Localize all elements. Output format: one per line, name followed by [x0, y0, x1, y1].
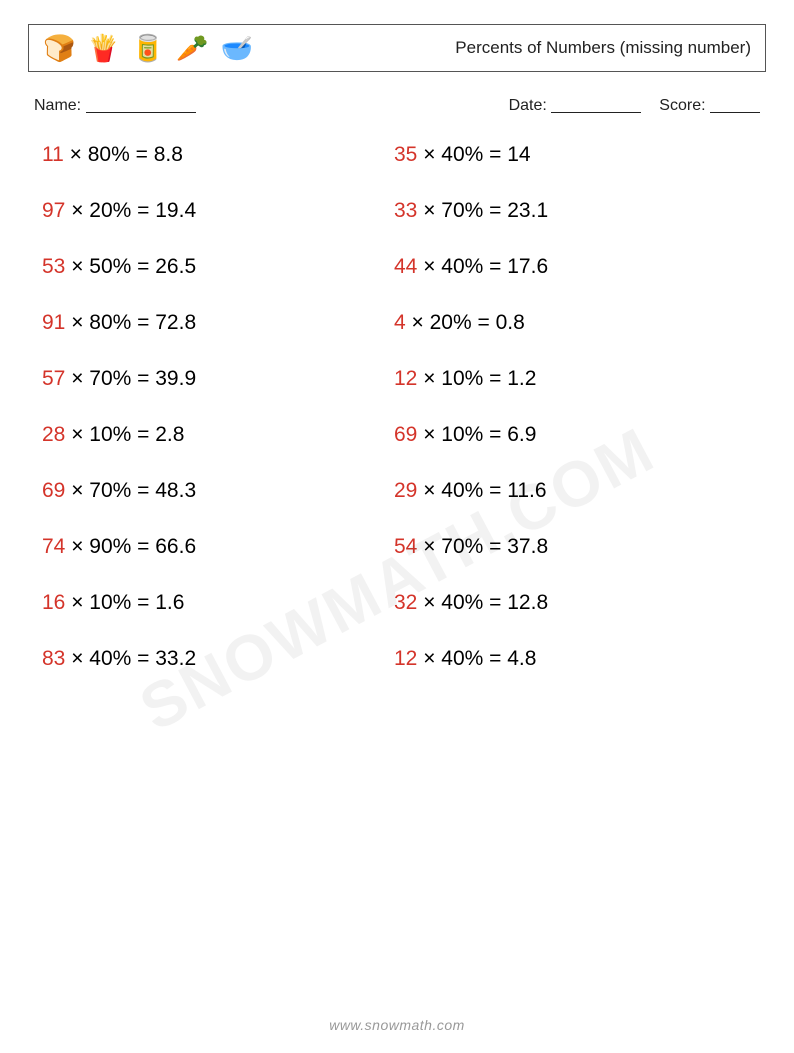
problem-expression: × 40% = 4.8: [417, 647, 536, 670]
answer-value: 57: [42, 367, 65, 390]
problem-row: 74 × 90% = 66.6: [42, 535, 374, 559]
problem-expression: × 80% = 72.8: [65, 311, 196, 334]
problem-row: 32 × 40% = 12.8: [394, 591, 726, 615]
bowl-icon: 🥣: [221, 35, 253, 61]
carrot-icon: 🥕: [176, 35, 208, 61]
problem-expression: × 80% = 8.8: [64, 143, 183, 166]
problem-row: 57 × 70% = 39.9: [42, 367, 374, 391]
problem-expression: × 10% = 6.9: [417, 423, 536, 446]
problem-expression: × 10% = 1.6: [65, 591, 184, 614]
name-field: Name:: [34, 94, 196, 115]
header-box: 🍞 🍟 🥫 🥕 🥣 Percents of Numbers (missing n…: [28, 24, 766, 72]
score-field: Score:: [659, 94, 760, 115]
problem-row: 4 × 20% = 0.8: [394, 311, 726, 335]
problem-row: 83 × 40% = 33.2: [42, 647, 374, 671]
worksheet-page: 🍞 🍟 🥫 🥕 🥣 Percents of Numbers (missing n…: [0, 0, 794, 1053]
problem-expression: × 40% = 12.8: [417, 591, 548, 614]
date-blank[interactable]: [551, 97, 641, 113]
problem-row: 29 × 40% = 11.6: [394, 479, 726, 503]
answer-value: 35: [394, 143, 417, 166]
answer-value: 83: [42, 647, 65, 670]
jar-icon: 🥫: [132, 35, 164, 61]
name-blank[interactable]: [86, 97, 196, 113]
answer-value: 11: [42, 143, 64, 166]
problem-expression: × 70% = 23.1: [417, 199, 548, 222]
problem-expression: × 10% = 2.8: [65, 423, 184, 446]
problem-row: 16 × 10% = 1.6: [42, 591, 374, 615]
answer-value: 91: [42, 311, 65, 334]
answer-value: 44: [394, 255, 417, 278]
answer-value: 54: [394, 535, 417, 558]
fries-icon: 🍟: [87, 35, 119, 61]
answer-value: 74: [42, 535, 65, 558]
problem-row: 12 × 10% = 1.2: [394, 367, 726, 391]
problem-expression: × 20% = 19.4: [65, 199, 196, 222]
answer-value: 16: [42, 591, 65, 614]
answer-value: 53: [42, 255, 65, 278]
score-label: Score:: [659, 97, 705, 114]
problem-expression: × 70% = 39.9: [65, 367, 196, 390]
problem-row: 91 × 80% = 72.8: [42, 311, 374, 335]
date-label: Date:: [509, 97, 547, 114]
answer-value: 33: [394, 199, 417, 222]
problem-expression: × 50% = 26.5: [65, 255, 196, 278]
bread-icon: 🍞: [43, 35, 75, 61]
problem-expression: × 90% = 66.6: [65, 535, 196, 558]
answer-value: 12: [394, 647, 417, 670]
answer-value: 97: [42, 199, 65, 222]
problem-expression: × 40% = 33.2: [65, 647, 196, 670]
worksheet-title: Percents of Numbers (missing number): [455, 38, 751, 58]
problem-row: 97 × 20% = 19.4: [42, 199, 374, 223]
problem-expression: × 70% = 48.3: [65, 479, 196, 502]
problem-row: 44 × 40% = 17.6: [394, 255, 726, 279]
answer-value: 69: [42, 479, 65, 502]
problem-expression: × 70% = 37.8: [417, 535, 548, 558]
footer-link: www.snowmath.com: [0, 1017, 794, 1033]
answer-value: 28: [42, 423, 65, 446]
problem-row: 12 × 40% = 4.8: [394, 647, 726, 671]
problem-row: 69 × 10% = 6.9: [394, 423, 726, 447]
name-label: Name:: [34, 97, 81, 114]
date-field: Date:: [509, 94, 642, 115]
problems-grid: 11 × 80% = 8.8 35 × 40% = 14 97 × 20% = 19…: [28, 143, 766, 671]
problem-row: 35 × 40% = 14: [394, 143, 726, 167]
problem-row: 33 × 70% = 23.1: [394, 199, 726, 223]
problem-row: 53 × 50% = 26.5: [42, 255, 374, 279]
problem-row: 11 × 80% = 8.8: [42, 143, 374, 167]
problem-expression: × 40% = 17.6: [417, 255, 548, 278]
answer-value: 12: [394, 367, 417, 390]
answer-value: 29: [394, 479, 417, 502]
problem-row: 28 × 10% = 2.8: [42, 423, 374, 447]
problem-expression: × 40% = 11.6: [417, 479, 546, 502]
answer-value: 32: [394, 591, 417, 614]
problem-expression: × 10% = 1.2: [417, 367, 536, 390]
score-blank[interactable]: [710, 97, 760, 113]
answer-value: 4: [394, 311, 406, 334]
problem-expression: × 40% = 14: [417, 143, 530, 166]
problem-row: 54 × 70% = 37.8: [394, 535, 726, 559]
header-icons: 🍞 🍟 🥫 🥕 🥣: [43, 35, 253, 61]
problem-expression: × 20% = 0.8: [406, 311, 525, 334]
info-row: Name: Date: Score:: [28, 94, 766, 115]
answer-value: 69: [394, 423, 417, 446]
problem-row: 69 × 70% = 48.3: [42, 479, 374, 503]
